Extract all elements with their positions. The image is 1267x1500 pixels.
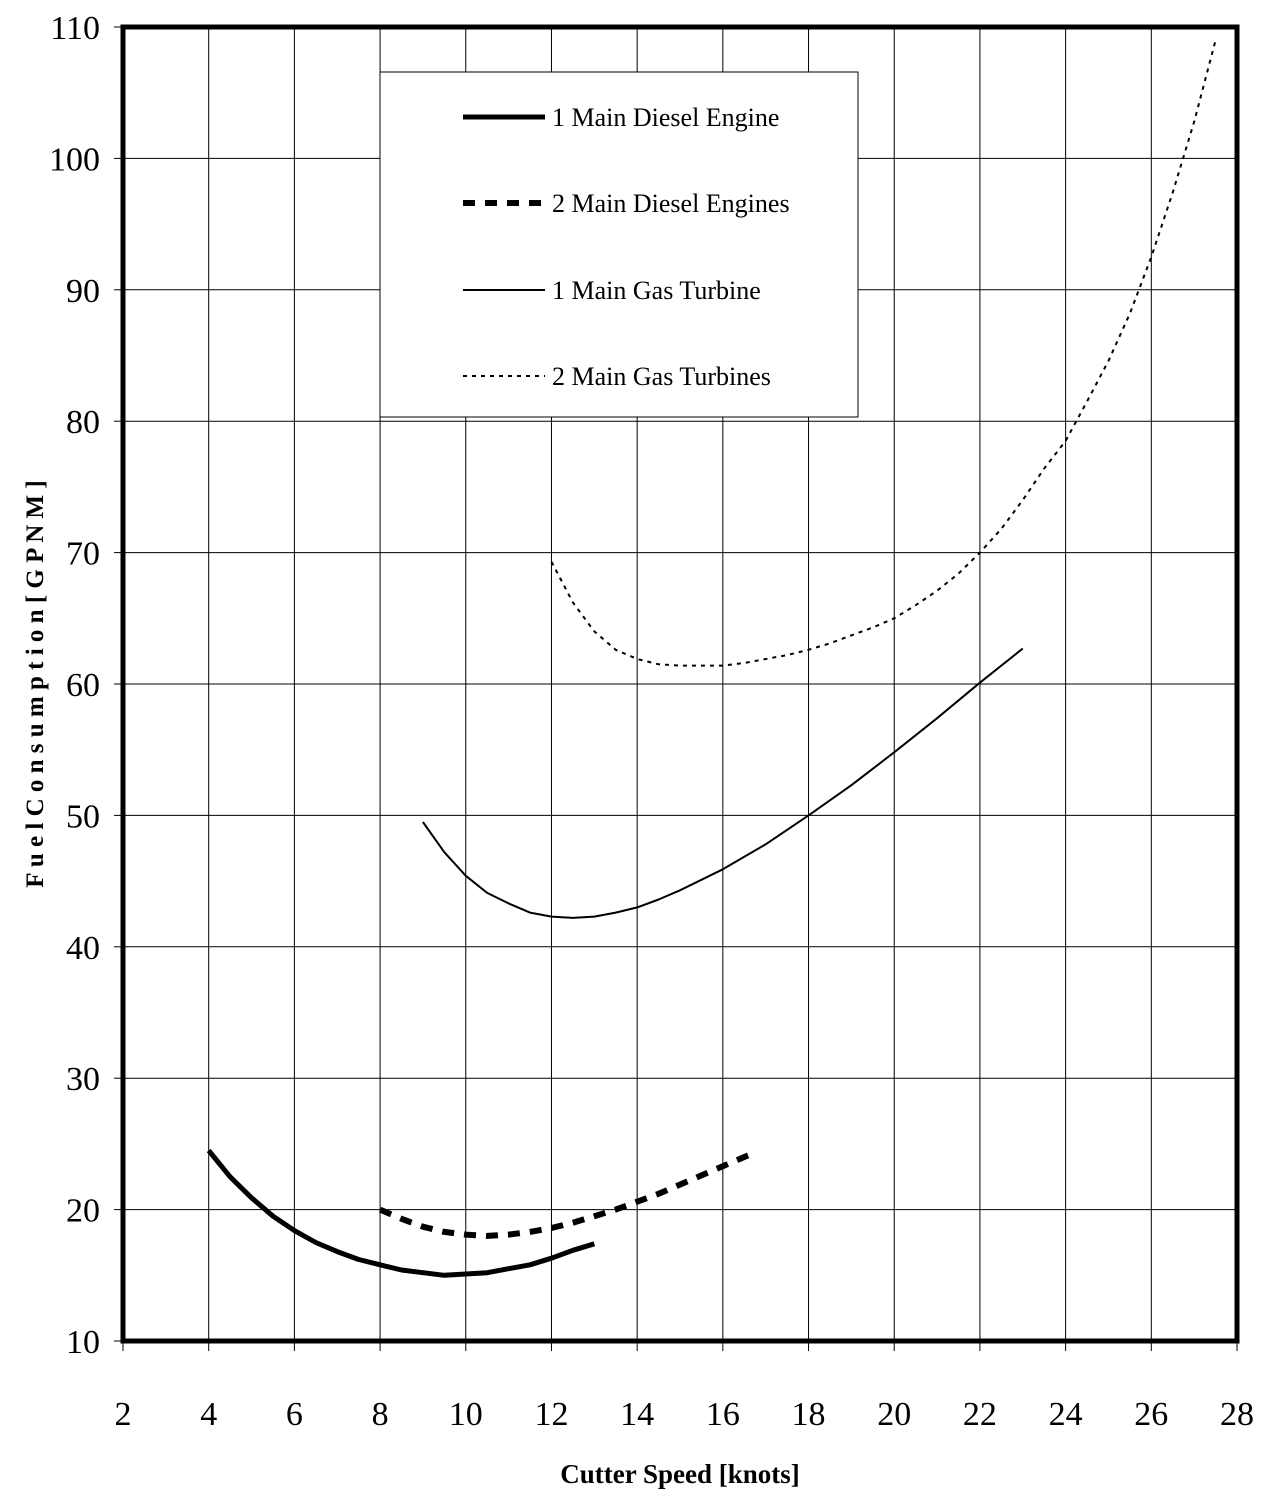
x-tick-label: 28 (1220, 1396, 1254, 1433)
x-tick-label: 6 (286, 1396, 303, 1433)
x-axis-title: Cutter Speed [knots] (560, 1459, 800, 1489)
x-tick-label: 24 (1049, 1396, 1083, 1433)
y-axis-title: F u e l C o n s u m p t i o n [ G P N M … (22, 480, 49, 887)
x-tick-label: 4 (200, 1396, 217, 1433)
legend: 1 Main Diesel Engine 2 Main Diesel Engine… (379, 71, 859, 418)
legend-label-1: 1 Main Diesel Engine (552, 103, 779, 132)
y-tick-label: 80 (66, 404, 100, 441)
y-tick-label: 40 (66, 930, 100, 967)
x-tick-label: 20 (877, 1396, 911, 1433)
y-axis-ticks: 10 20 30 40 50 60 70 80 90 100 110 (49, 10, 123, 1361)
series-line-4 (550, 39, 1217, 667)
y-tick-label: 60 (66, 667, 100, 704)
legend-label-2: 2 Main Diesel Engines (552, 189, 790, 218)
series-line-1 (206, 1148, 596, 1278)
y-tick-label: 70 (66, 536, 100, 573)
y-tick-label: 90 (66, 273, 100, 310)
plot-frame (120, 24, 1240, 1344)
y-tick-label: 10 (66, 1324, 100, 1361)
x-tick-label: 18 (792, 1396, 826, 1433)
y-tick-label: 100 (49, 141, 100, 178)
x-tick-label: 2 (115, 1396, 132, 1433)
x-tick-label: 16 (706, 1396, 740, 1433)
y-tick-label: 30 (66, 1061, 100, 1098)
series-line-3 (422, 647, 1024, 919)
legend-box (379, 71, 859, 418)
x-tick-label: 26 (1134, 1396, 1168, 1433)
series-line-2 (378, 1149, 759, 1239)
legend-label-3: 1 Main Gas Turbine (552, 276, 761, 305)
x-tick-label: 22 (963, 1396, 997, 1433)
x-axis-ticks: 2 4 6 8 10 12 14 16 18 20 22 24 26 28 (115, 1341, 1254, 1433)
x-tick-label: 14 (620, 1396, 654, 1433)
legend-label-4: 2 Main Gas Turbines (552, 362, 771, 391)
y-tick-label: 20 (66, 1193, 100, 1230)
x-tick-label: 12 (534, 1396, 568, 1433)
y-tick-label: 110 (50, 10, 100, 47)
x-tick-label: 8 (372, 1396, 389, 1433)
y-tick-label: 50 (66, 798, 100, 835)
series-layer (206, 39, 1217, 1278)
x-tick-label: 10 (449, 1396, 483, 1433)
